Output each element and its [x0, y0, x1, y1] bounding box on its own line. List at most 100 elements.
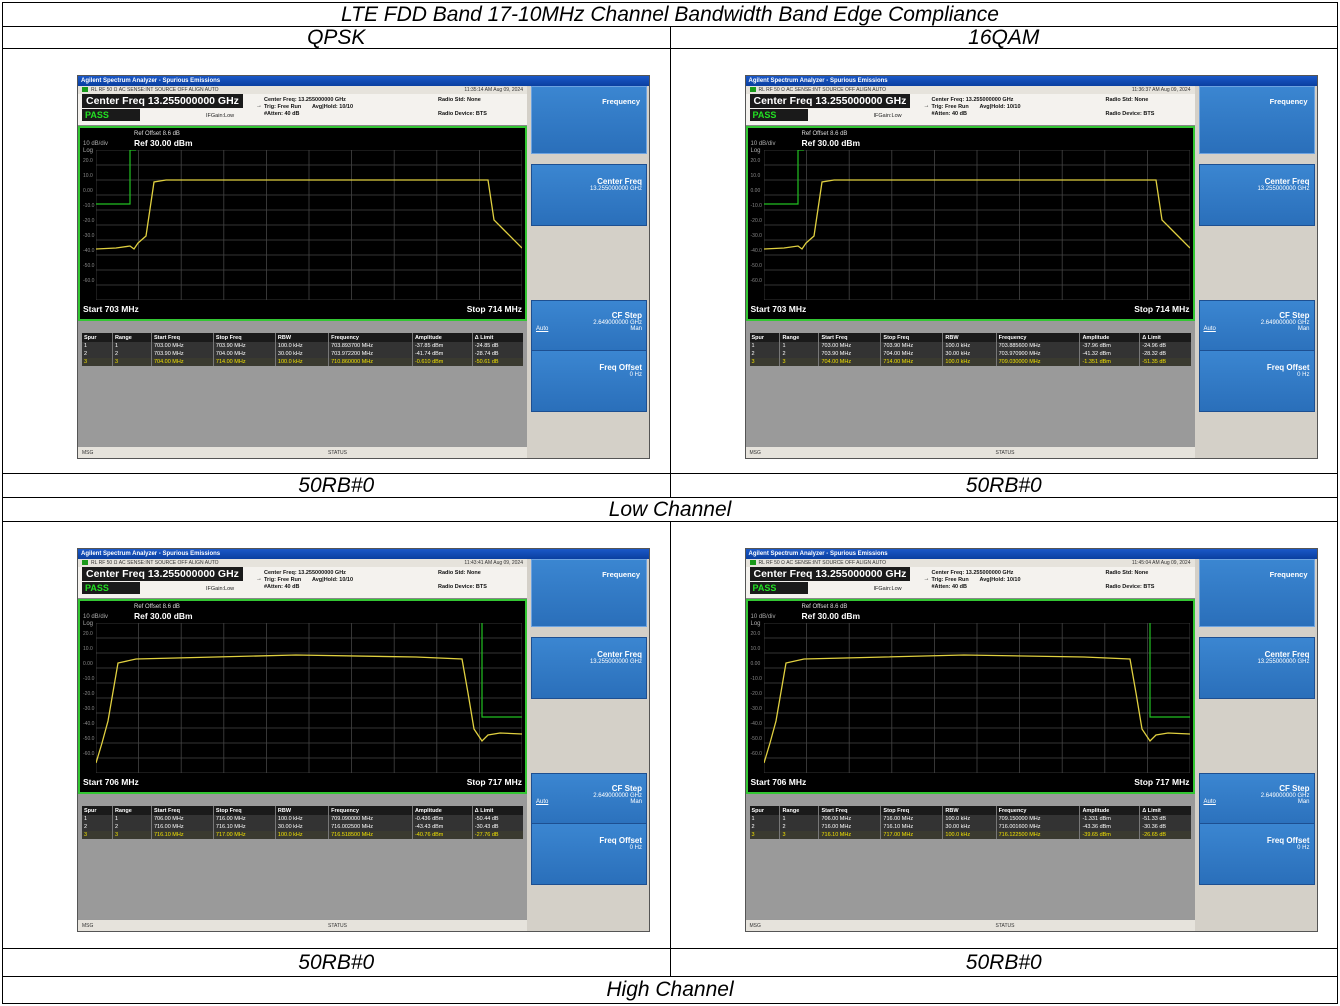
y-tick-label: -40.0 — [83, 248, 95, 254]
settings-info: Center Freq: 13.255000000 GHz Trig: Free… — [932, 570, 1021, 591]
pass-indicator: PASS — [82, 582, 140, 594]
settings-info: Center Freq: 13.255000000 GHz Trig: Free… — [264, 570, 353, 591]
key-auto[interactable]: Auto — [1203, 326, 1216, 332]
spur-table-cell: 1 — [779, 342, 819, 350]
key-freq-offset[interactable]: Freq Offset 0 Hz — [531, 823, 647, 885]
spur-table-cell: -1.331 dBm — [1079, 815, 1140, 823]
rb-cell: 50RB#0 — [671, 949, 1338, 976]
trig-arrow-icon: → — [923, 576, 930, 582]
rb-cell: 50RB#0 — [3, 949, 671, 976]
y-tick-label: 0.00 — [83, 661, 93, 667]
key-center-freq[interactable]: Center Freq 13.255000000 GHz — [1198, 164, 1315, 226]
radio-std: Radio Std: None — [438, 570, 481, 576]
analyzer-header: RL RF 50 Ω AC SENSE:INT SOURCE OFF ALIGN… — [78, 86, 527, 126]
y-tick-label: 10.0 — [83, 646, 93, 652]
y-tick-label: -20.0 — [83, 218, 95, 224]
analyzer-window-title: Agilent Spectrum Analyzer - Spurious Emi… — [745, 76, 1317, 86]
info-atten: #Atten: 40 dB — [264, 111, 300, 117]
status-time: 11:36:37 AM Aug 09, 2024 — [1131, 87, 1191, 93]
spur-table-cell: 2 — [749, 823, 780, 831]
key-cf-step[interactable]: CF Step 2.649000000 GHz Auto Man — [531, 300, 647, 358]
spur-table-row: 1 1 706.00 MHz 716.00 MHz 100.0 kHz 709.15000… — [749, 815, 1191, 823]
key-man[interactable]: Man — [630, 326, 642, 332]
screenshot-row-high: Agilent Spectrum Analyzer - Spurious Emi… — [3, 522, 1337, 949]
center-freq-readout: Center Freq 13.255000000 GHz — [82, 94, 243, 108]
screenshot-row-low: Agilent Spectrum Analyzer - Spurious Emi… — [3, 49, 1337, 474]
spur-table-cell: 704.00 MHz — [880, 350, 943, 358]
spur-table-cell: -43.43 dBm — [411, 823, 473, 831]
info-trig: Trig: Free Run Avg|Hold: 10/10 — [264, 104, 353, 111]
spur-table-cell: 1 — [111, 342, 152, 350]
key-man[interactable]: Man — [1297, 799, 1310, 805]
spur-table-body: 1 1 703.00 MHz 703.90 MHz 100.0 kHz 703.88560… — [749, 342, 1191, 366]
spur-table-cell: 100.0 kHz — [942, 815, 997, 823]
key-man[interactable]: Man — [1297, 326, 1310, 332]
spur-table-cell: -28.74 dB — [471, 350, 523, 358]
pass-indicator: PASS — [749, 582, 808, 594]
menu-frequency[interactable]: Frequency — [1198, 86, 1315, 154]
info-center: Center Freq: 13.255000000 GHz — [931, 97, 1014, 103]
analyzer-window-title: Agilent Spectrum Analyzer - Spurious Emi… — [78, 76, 649, 86]
key-center-freq[interactable]: Center Freq 13.255000000 GHz — [531, 637, 647, 699]
spur-table-header-cell: Start Freq — [150, 333, 214, 342]
radio-device: Radio Device: BTS — [438, 111, 487, 117]
key-cf-step-value: 2.649000000 GHz — [1260, 793, 1310, 799]
key-freq-offset-value: 0 Hz — [1297, 372, 1310, 378]
key-auto[interactable]: Auto — [536, 326, 549, 332]
spur-table-header: Spur Range Start Freq Stop Freq RBW Frequency… — [82, 333, 523, 342]
menu-frequency[interactable]: Frequency — [1198, 559, 1315, 627]
log-label: Log — [83, 148, 94, 154]
radio-device: Radio Device: BTS — [1105, 584, 1155, 590]
key-cf-step[interactable]: CF Step 2.649000000 GHz Auto Man — [1198, 300, 1315, 358]
info-trig-text: Trig: Free Run — [264, 577, 302, 583]
key-cf-step[interactable]: CF Step 2.649000000 GHz Auto Man — [531, 773, 647, 831]
key-freq-offset-value: 0 Hz — [1297, 845, 1310, 851]
spur-table: Spur Range Start Freq Stop Freq RBW Frequency… — [749, 806, 1191, 839]
key-cf-step-mode: Auto Man — [536, 799, 642, 805]
key-center-freq[interactable]: Center Freq 13.255000000 GHz — [1198, 637, 1315, 699]
spur-table-cell: 703.893700 MHz — [328, 342, 413, 350]
spur-table-cell: -24.96 dB — [1139, 342, 1191, 350]
spur-table-cell: 3 — [111, 358, 152, 366]
key-center-freq-label: Center Freq — [1264, 177, 1310, 186]
key-cf-step-mode: Auto Man — [1204, 799, 1310, 805]
key-freq-offset[interactable]: Freq Offset 0 Hz — [1198, 823, 1315, 885]
ref-offset: Ref Offset 8.6 dB — [801, 131, 848, 137]
key-center-freq[interactable]: Center Freq 13.255000000 GHz — [531, 164, 647, 226]
info-avg: Avg|Hold: 10/10 — [979, 104, 1021, 110]
key-auto[interactable]: Auto — [536, 799, 549, 805]
spur-table-cell: -41.32 dBm — [1079, 350, 1140, 358]
key-freq-offset-label: Freq Offset — [599, 836, 642, 845]
status-led-icon — [82, 87, 88, 93]
spur-table-cell: 100.0 kHz — [274, 815, 329, 823]
title-row: LTE FDD Band 17-10MHz Channel Bandwidth … — [3, 3, 1337, 27]
spur-table-cell: 1 — [82, 342, 113, 350]
status-label: STATUS — [995, 923, 1015, 929]
spur-table-cell: 716.10 MHz — [818, 831, 881, 839]
y-tick-label: -50.0 — [83, 263, 95, 269]
rb-row-high: 50RB#0 50RB#0 — [3, 949, 1337, 977]
key-man[interactable]: Man — [630, 799, 642, 805]
start-freq: Start 706 MHz — [750, 777, 807, 787]
key-freq-offset-label: Freq Offset — [1266, 363, 1310, 372]
spur-table-cell: 2 — [749, 350, 780, 358]
spur-table-cell: 703.00 MHz — [818, 342, 881, 350]
menu-frequency[interactable]: Frequency — [531, 559, 647, 627]
center-freq-readout: Center Freq 13.255000000 GHz — [749, 94, 911, 108]
spur-table-body: 1 1 706.00 MHz 716.00 MHz 100.0 kHz 709.09000… — [82, 815, 523, 839]
start-freq: Start 703 MHz — [83, 304, 139, 314]
spur-table-cell: 3 — [82, 358, 113, 366]
spur-table-header: Spur Range Start Freq Stop Freq RBW Frequency… — [749, 333, 1191, 342]
ref-level: Ref 30.00 dBm — [134, 611, 193, 621]
spur-table-cell: 100.0 kHz — [942, 342, 997, 350]
y-tick-label: -10.0 — [83, 676, 95, 682]
key-auto[interactable]: Auto — [1203, 799, 1216, 805]
spur-table-cell: 703.90 MHz — [818, 350, 881, 358]
screenshot-cell: Agilent Spectrum Analyzer - Spurious Emi… — [3, 522, 671, 948]
key-freq-offset[interactable]: Freq Offset 0 Hz — [1198, 350, 1315, 412]
y-tick-label: 20.0 — [750, 158, 761, 164]
menu-frequency[interactable]: Frequency — [531, 86, 647, 154]
spur-table-cell: 3 — [82, 831, 113, 839]
spectrum-plot: Ref Offset 8.6 dB Ref 30.00 dBm 10 dB/di… — [745, 599, 1195, 794]
key-freq-offset[interactable]: Freq Offset 0 Hz — [531, 350, 647, 412]
